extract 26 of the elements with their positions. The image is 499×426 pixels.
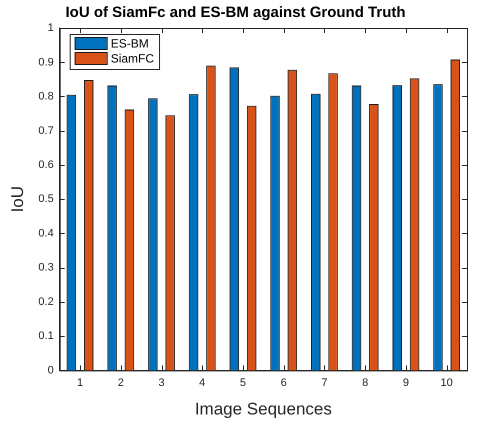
- y-tick-label: 0.8: [38, 90, 54, 103]
- y-tick-label: 0.5: [38, 193, 54, 206]
- y-axis-title: IoU: [8, 186, 27, 212]
- y-tick-label: 0.7: [38, 124, 54, 137]
- legend-label: SiamFC: [110, 51, 154, 66]
- x-tick-label: 5: [240, 377, 246, 390]
- chart-title: IoU of SiamFc and ES-BM against Ground Truth: [65, 4, 406, 22]
- y-tick-label: 0.1: [38, 330, 54, 342]
- y-tick-label: 0.2: [38, 296, 54, 308]
- x-tick-label: 2: [118, 377, 124, 390]
- y-tick-label: 0.3: [38, 262, 54, 274]
- legend-label: ES-BM: [110, 36, 149, 50]
- x-tick-label: 7: [321, 377, 328, 390]
- x-tick-label: 1: [76, 377, 84, 390]
- y-tick-label: 0.6: [38, 158, 54, 171]
- x-tick-label: 10: [440, 377, 453, 390]
- x-tick-label: 4: [199, 377, 206, 390]
- x-tick-label: 9: [402, 377, 409, 390]
- x-axis-title: Image Sequences: [194, 399, 332, 418]
- x-tick-label: 6: [280, 377, 287, 390]
- y-tick-label: 1: [48, 22, 54, 34]
- x-tick-label: 8: [362, 377, 368, 390]
- y-tick-label: 0.9: [38, 56, 54, 68]
- x-tick-label: 3: [158, 377, 165, 390]
- y-tick-label: 0: [48, 364, 54, 376]
- y-tick-label: 0.4: [38, 227, 54, 240]
